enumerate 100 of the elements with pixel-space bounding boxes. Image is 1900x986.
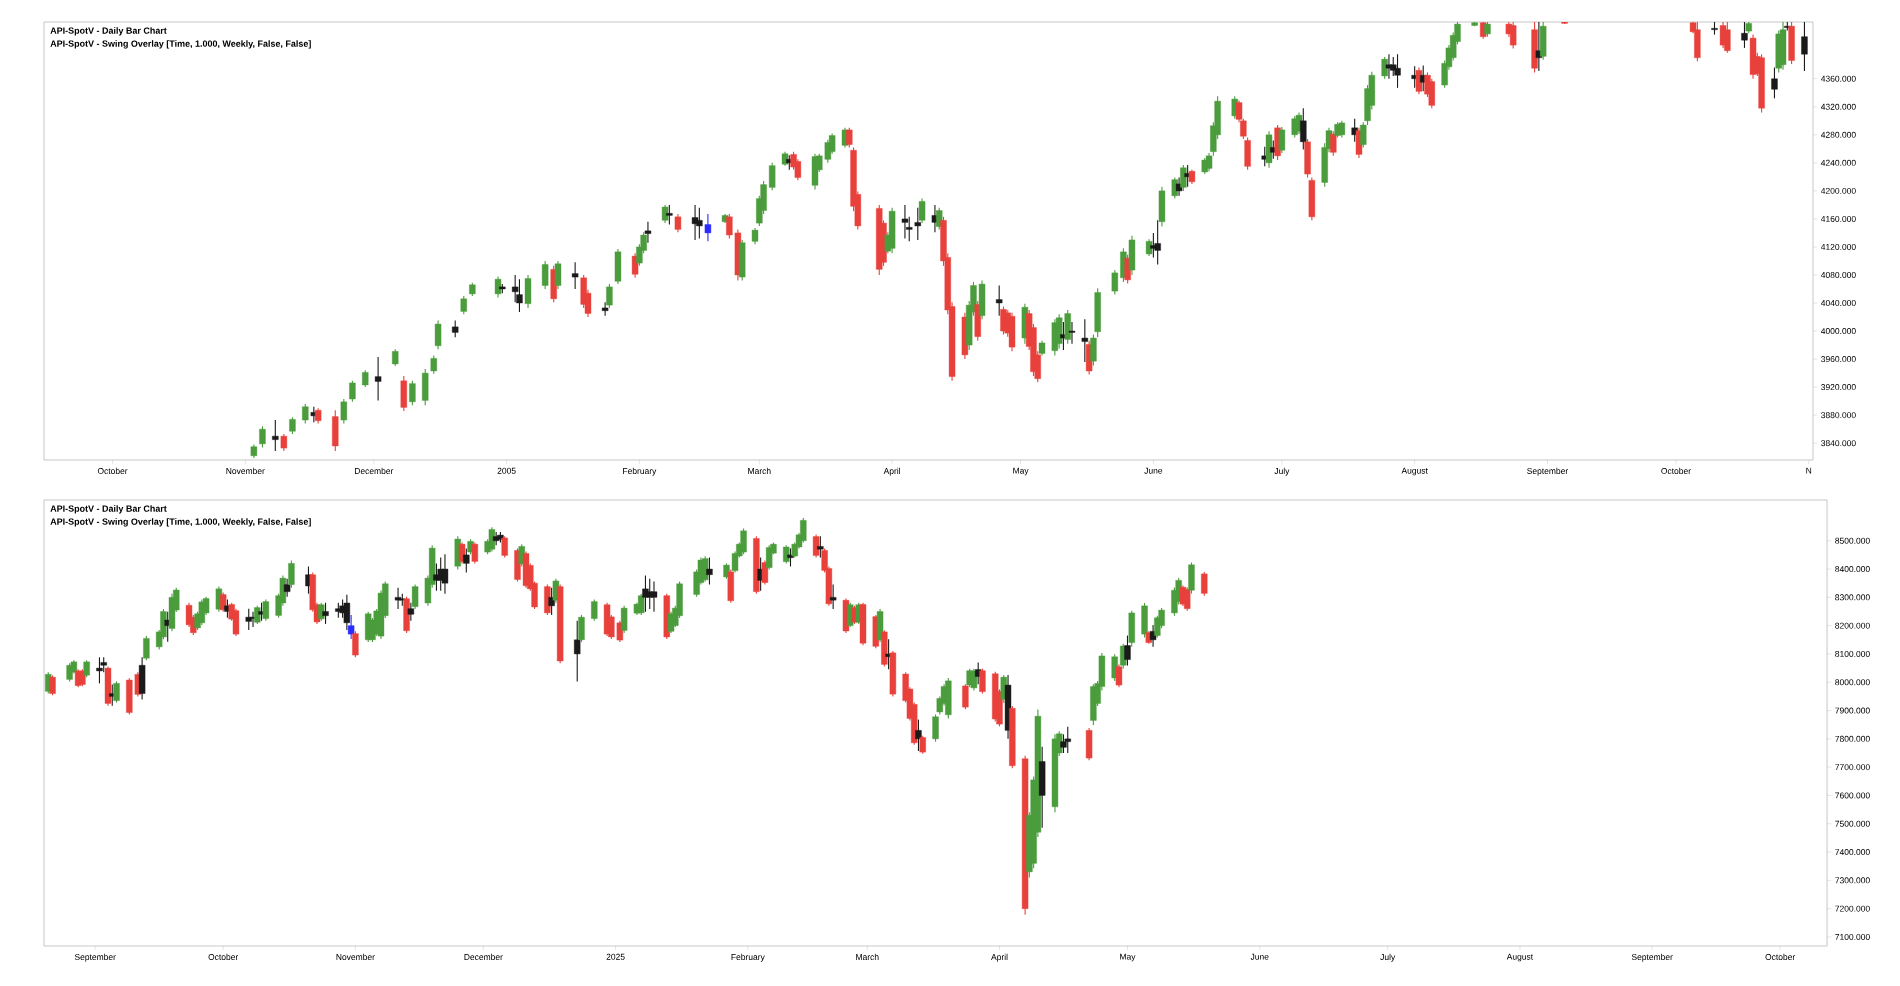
candlestick [1801,21,1808,72]
x-tick-label: March [748,467,771,474]
y-tick-label: 7900.000 [1835,707,1870,714]
candlestick [995,284,1003,317]
candlestick [1111,269,1119,296]
x-tick-label: September [74,953,116,962]
candlestick [620,605,628,634]
x-tick-label: September [1631,953,1673,962]
candlestick [578,614,585,643]
y-tick-label: 8000.000 [1835,679,1870,686]
y-tick-label: 7500.000 [1835,820,1870,827]
candlestick [661,204,669,224]
x-tick-label: February [731,953,765,962]
candlestick [571,261,579,290]
x-tick-label: November [336,953,375,960]
y-tick-label: 7600.000 [1835,792,1870,799]
x-tick-label: December [464,953,503,960]
candlestick [259,425,266,448]
x-tick-label: July [1380,953,1396,962]
candlestick [460,295,467,315]
candlestick [914,207,921,241]
candlestick [1330,130,1337,157]
y-tick-label: 4280.000 [1820,131,1856,138]
candlestick [554,260,562,290]
x-tick-label: October [1661,467,1691,474]
x-tick-label: May [1013,467,1029,476]
y-tick-label: 4320.000 [1820,103,1856,110]
candlestick [606,283,613,309]
candlestick [915,719,922,752]
y-tick-label: 8200.000 [1835,622,1870,629]
x-tick-label: June [1250,953,1269,960]
candlestick [411,584,419,610]
candlestick [674,213,682,233]
y-tick-label: 7100.000 [1835,933,1870,940]
y-tick-label: 4160.000 [1820,215,1856,222]
candlestick [434,319,442,350]
x-tick-label: March [856,953,879,960]
candlestick [1064,726,1071,754]
candlestick [501,535,508,558]
y-tick-label: 7200.000 [1835,905,1870,912]
x-tick-label: October [208,953,239,960]
y-tick-label: 8300.000 [1835,594,1870,601]
x-tick-label: August [1506,953,1534,962]
x-tick-label: November [226,467,265,474]
y-tick-label: 4120.000 [1820,243,1856,250]
x-tick-label: December [354,467,394,474]
y-tick-label: 8100.000 [1835,650,1870,657]
x-tick-label: October [1765,953,1796,960]
x-tick-label: 2025 [606,953,625,960]
x-tick-label: October [97,467,128,474]
candlestick [352,630,359,658]
candlestick [1771,66,1778,99]
candlestick [430,355,437,375]
candlestick [768,162,776,191]
candlestick [829,584,837,610]
candlestick [962,683,969,710]
x-tick-label: August [1401,467,1428,476]
x-tick-label: July [1274,467,1290,476]
candlestick [49,674,56,696]
y-tick-label: 7800.000 [1835,735,1870,742]
y-tick-label: 4200.000 [1820,187,1856,194]
candlestick [516,278,523,313]
candlestick [918,198,926,224]
y-tick-label: 8500.000 [1835,537,1870,544]
candlestick [787,547,794,568]
candlestick [1124,635,1131,667]
y-tick-label: 7300.000 [1835,877,1870,884]
y-tick-label: 4080.000 [1820,271,1856,278]
candlestick [1278,126,1286,154]
candlestick [1154,219,1161,266]
candlestick [704,213,712,242]
candlestick [765,544,773,571]
candlestick [113,680,120,704]
text: API-SpotV - Daily Bar Chart [50,505,167,514]
y-tick-label: 3880.000 [1821,412,1856,419]
candlestick [541,260,549,290]
x-tick-label: N [1806,467,1812,474]
candlestick [409,380,416,406]
x-tick-label: September [1527,467,1568,476]
y-tick-label: 7400.000 [1835,849,1870,856]
candlestick [340,398,348,425]
x-tick-label: 2005 [497,467,516,474]
candlestick [1090,334,1097,366]
candlestick [349,380,356,403]
candlestick [901,204,909,240]
y-tick-label: 4360.000 [1820,75,1856,82]
x-tick-label: April [991,953,1008,962]
y-tick-label: 7700.000 [1835,764,1870,771]
candlestick [374,356,382,401]
candlestick [441,553,449,595]
candlestick [1068,321,1076,345]
candlestick [1115,663,1123,688]
candlestick [979,668,986,695]
candlestick [302,403,309,425]
candlestick [574,620,581,682]
candlestick [591,599,598,622]
y-tick-label: 4240.000 [1820,159,1856,166]
candlestick [343,594,351,631]
candlestick [471,541,479,564]
text: API-SpotV - Swing Overlay [Time, 1.000, Weekly, False, False] [50,518,311,527]
